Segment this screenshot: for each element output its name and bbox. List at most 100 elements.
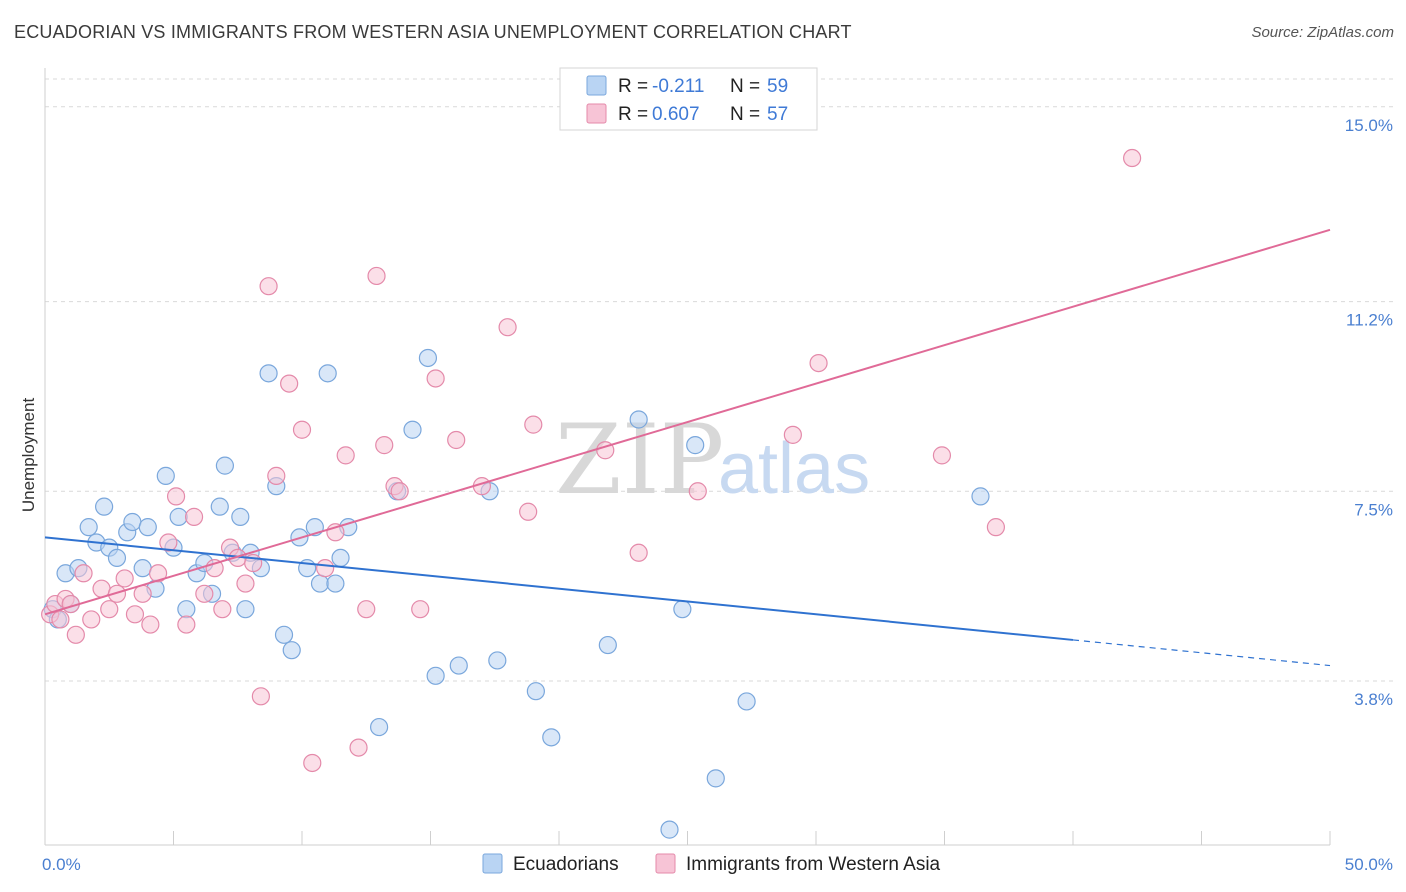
point-ecuadorians [210,497,229,516]
source-credit: Source: ZipAtlas.com [1251,24,1394,41]
point-ecuadorians [138,518,157,537]
point-western-asia [141,615,160,634]
point-ecuadorians [259,364,278,383]
point-ecuadorians [95,497,114,516]
x-tick-label-max: 50.0% [1345,855,1393,874]
point-western-asia [336,446,355,465]
point-ecuadorians [449,656,468,675]
point-ecuadorians [971,487,990,506]
point-ecuadorians [282,641,301,660]
point-ecuadorians [123,512,142,532]
point-western-asia [349,738,368,757]
point-ecuadorians [673,600,692,619]
legend-r-label: R = [618,104,648,125]
trendline-ecuadorians-extension [1072,639,1331,667]
point-western-asia [367,266,386,286]
point-ecuadorians [686,436,705,455]
point-ecuadorians [542,728,561,747]
y-tick-label: 15.0% [1345,116,1393,135]
legend-n-label: N = [730,76,760,97]
bottom-legend-ecuadorians: Ecuadorians [513,854,619,875]
point-western-asia [280,374,299,393]
legend-n-value: 57 [767,104,788,125]
point-western-asia [51,610,70,629]
point-western-asia [177,615,196,634]
point-ecuadorians [370,717,389,737]
point-ecuadorians [156,466,175,485]
points-layer [41,148,1142,839]
point-ecuadorians [418,348,438,368]
point-ecuadorians [598,635,617,655]
point-ecuadorians [79,518,98,537]
point-western-asia [166,487,186,506]
point-ecuadorians [629,410,648,429]
x-tick-label-min: 0.0% [42,855,81,874]
point-western-asia [524,415,543,434]
point-ecuadorians [660,820,679,839]
point-western-asia [783,425,802,444]
bottom-legend-western-asia: Immigrants from Western Asia [686,854,941,875]
legend-n-value: 59 [767,76,788,97]
point-western-asia [159,533,178,552]
y-tick-label: 3.8% [1354,690,1393,709]
point-western-asia [357,600,376,619]
trend-layer [44,228,1331,667]
point-western-asia [184,507,204,526]
legend-r-value: -0.211 [652,76,704,97]
point-ecuadorians [177,600,196,619]
y-axis-label: Unemployment [19,398,38,513]
point-ecuadorians [488,651,507,670]
point-western-asia [74,564,93,583]
trendline-western-asia [44,228,1331,616]
point-western-asia [629,543,648,562]
point-western-asia [986,518,1006,537]
point-western-asia [259,277,278,296]
bottom-legend-swatch-ecuadorians [482,853,503,874]
legend: R = -0.211 N = 59 R = 0.607 N = 57 [559,67,818,131]
point-western-asia [1123,148,1142,168]
y-tick-label: 11.2% [1346,311,1393,330]
point-western-asia [498,318,517,337]
point-western-asia [519,502,538,521]
point-ecuadorians [526,682,545,701]
axis-layer: 3.8% 7.5% 11.2% 15.0% 0.0% 50.0% [42,68,1393,874]
point-western-asia [125,605,145,624]
point-ecuadorians [231,507,250,526]
point-western-asia [809,353,828,373]
point-western-asia [66,625,85,644]
point-ecuadorians [318,364,337,383]
point-ecuadorians [331,548,350,568]
point-western-asia [447,430,466,450]
bottom-legend-swatch-western-asia [655,853,676,874]
point-western-asia [251,687,270,706]
legend-swatch-ecuadorians [586,75,607,96]
legend-swatch-western-asia [586,103,607,124]
point-western-asia [195,584,214,603]
point-ecuadorians [706,769,725,788]
point-western-asia [148,564,168,583]
point-western-asia [390,482,409,501]
point-ecuadorians [169,507,188,526]
point-western-asia [375,436,394,455]
point-western-asia [303,753,322,773]
point-ecuadorians [426,666,445,685]
legend-r-label: R = [618,76,648,97]
point-ecuadorians [326,574,345,593]
point-ecuadorians [274,625,294,644]
point-ecuadorians [737,692,756,711]
point-western-asia [316,559,335,578]
bottom-legend: Ecuadorians Immigrants from Western Asia [482,853,941,875]
point-ecuadorians [310,574,330,593]
point-western-asia [426,369,445,388]
y-tick-label: 7.5% [1354,500,1393,519]
point-western-asia [115,569,134,588]
point-western-asia [267,466,286,485]
point-ecuadorians [133,559,152,578]
point-ecuadorians [236,600,255,619]
point-western-asia [932,446,952,465]
point-western-asia [213,600,232,619]
point-western-asia [688,482,707,501]
point-western-asia [236,574,255,593]
legend-r-value: 0.607 [652,104,700,125]
